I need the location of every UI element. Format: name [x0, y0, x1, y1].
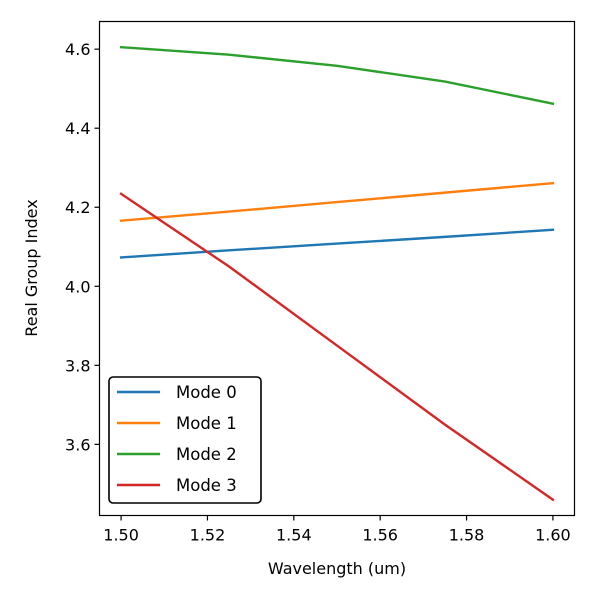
legend-label-mode-0: Mode 0	[176, 383, 237, 402]
series-layer	[119, 45, 555, 502]
series-line-mode-3	[119, 192, 555, 502]
y-axis: 3.6 3.8 4.0 4.2 4.4 4.6	[65, 40, 100, 454]
y-tick-label: 3.8	[65, 356, 90, 375]
plot-frame	[98, 20, 576, 517]
x-tick-label: 1.56	[362, 526, 398, 545]
y-tick-label: 4.0	[65, 277, 90, 296]
x-tick-label: 1.50	[103, 526, 139, 545]
x-axis: 1.50 1.52 1.54 1.56 1.58 1.60	[103, 515, 571, 545]
y-tick-label: 3.6	[65, 435, 90, 454]
series-line-mode-0	[119, 228, 555, 259]
y-axis-label: Real Group Index	[22, 199, 41, 336]
legend-label-mode-3: Mode 3	[176, 476, 237, 495]
x-tick-label: 1.54	[276, 526, 312, 545]
y-tick-label: 4.2	[65, 198, 90, 217]
x-tick-label: 1.58	[449, 526, 485, 545]
legend-box	[108, 376, 262, 504]
legend: Mode 0 Mode 1 Mode 2 Mode 3	[108, 376, 262, 504]
x-axis-label: Wavelength (um)	[268, 559, 406, 578]
x-tick-label: 1.52	[190, 526, 226, 545]
series-line-mode-1	[119, 181, 555, 222]
legend-label-mode-2: Mode 2	[176, 445, 237, 464]
legend-label-mode-1: Mode 1	[176, 414, 237, 433]
y-tick-label: 4.4	[65, 119, 90, 138]
x-tick-label: 1.60	[535, 526, 571, 545]
series-line-mode-2	[119, 45, 555, 106]
y-tick-label: 4.6	[65, 40, 90, 59]
